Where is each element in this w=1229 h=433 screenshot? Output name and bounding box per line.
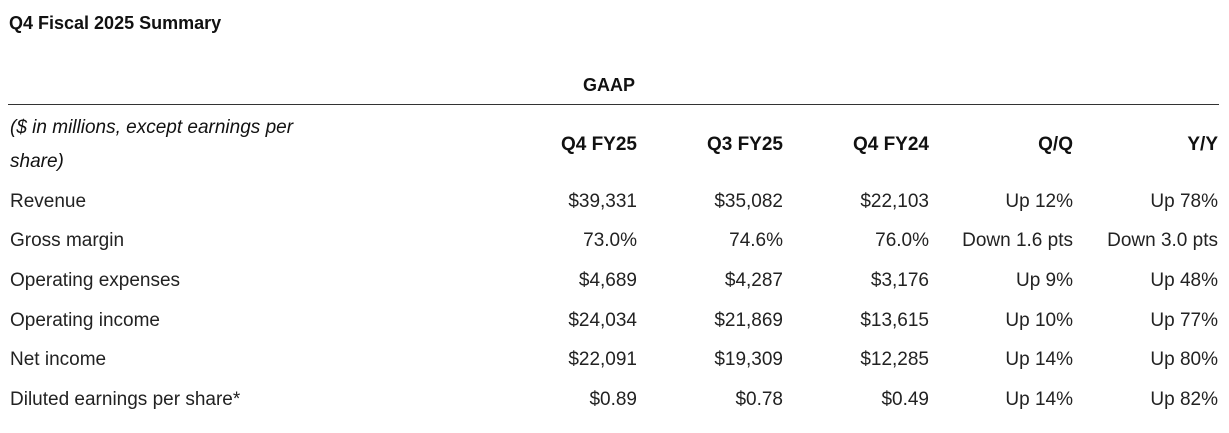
cell: Down 1.6 pts (962, 230, 1073, 252)
title: Q4 Fiscal 2025 Summary (9, 13, 222, 33)
cell: 74.6% (729, 230, 783, 252)
column-header: Q3 FY25 (706, 134, 783, 155)
table-row: Operating expenses $4,689 $4,287 $3,176 Up 9… (8, 261, 1218, 301)
column-header: Q4 FY24 (852, 134, 929, 155)
cell: $24,034 (568, 309, 637, 331)
cell: $4,287 (724, 269, 783, 291)
cell: $0.49 (881, 388, 929, 410)
column-header: Q4 FY25 (560, 134, 637, 155)
cell: Up 10% (1005, 309, 1073, 331)
summary-table: ($ in millions, except earnings per shar… (8, 108, 1218, 420)
cell: $35,082 (714, 190, 783, 212)
cell: Up 12% (1005, 190, 1073, 212)
table-row: Diluted earnings per share* $0.89 $0.78 $0.… (8, 380, 1218, 420)
row-label: Gross margin (10, 230, 125, 252)
table-row: Revenue $39,331 $35,082 $22,103 Up 12% Up 78% (8, 182, 1218, 222)
row-label: Revenue (10, 190, 87, 212)
cell: Up 80% (1150, 349, 1218, 371)
cell: $0.78 (735, 388, 783, 410)
rule (8, 104, 1219, 105)
table-row: Operating income $24,034 $21,869 $13,615 Up … (8, 301, 1218, 341)
cell: $22,091 (568, 349, 637, 371)
column-note-text: ($ in millions, except earnings per shar… (10, 117, 294, 172)
cell: $3,176 (870, 269, 929, 291)
table-row: Net income $22,091 $19,309 $12,285 Up 14% Up … (8, 340, 1218, 380)
cell: Up 78% (1150, 190, 1218, 212)
column-note: ($ in millions, except earnings per shar… (8, 108, 492, 182)
column-header: Y/Y (1187, 134, 1218, 155)
row-label: Net income (10, 349, 107, 371)
table-body: Revenue $39,331 $35,082 $22,103 Up 12% Up 78%… (8, 182, 1218, 420)
cell: $21,869 (714, 309, 783, 331)
cell: 76.0% (875, 230, 929, 252)
cell: Up 14% (1005, 388, 1073, 410)
cell: Up 9% (1015, 269, 1073, 291)
cell: $0.89 (589, 388, 637, 410)
cell: $4,689 (578, 269, 637, 291)
cell: Down 3.0 pts (1107, 230, 1218, 252)
column-header: Q/Q (1038, 134, 1073, 155)
section-label: GAAP (583, 75, 636, 95)
cell: $12,285 (860, 349, 929, 371)
cell: 73.0% (583, 230, 637, 252)
cell: $22,103 (860, 190, 929, 212)
header-row: ($ in millions, except earnings per shar… (8, 108, 1218, 182)
cell: Up 48% (1150, 269, 1218, 291)
row-label: Operating income (10, 309, 160, 331)
row-label: Operating expenses (10, 269, 181, 291)
table-row: Gross margin 73.0% 74.6% 76.0% Down 1.6 pts D… (8, 222, 1218, 262)
cell: Up 82% (1150, 388, 1218, 410)
cell: $19,309 (714, 349, 783, 371)
cell: $39,331 (568, 190, 637, 212)
cell: Up 77% (1150, 309, 1218, 331)
row-label: Diluted earnings per share* (10, 388, 241, 410)
cell: Up 14% (1005, 349, 1073, 371)
cell: $13,615 (860, 309, 929, 331)
